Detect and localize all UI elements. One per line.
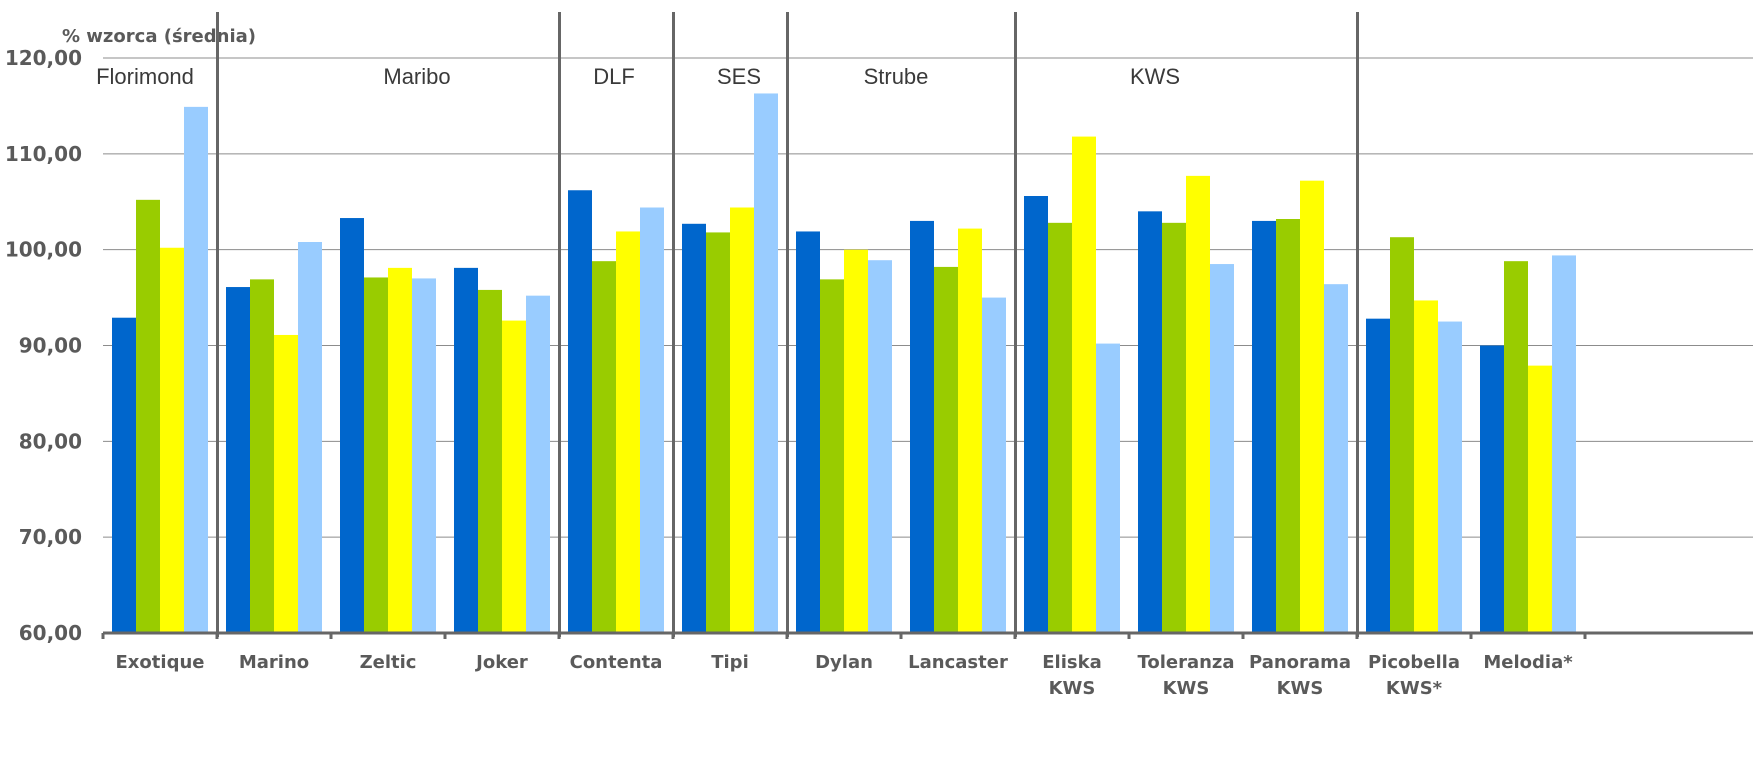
x-tick-label: Contenta (570, 652, 663, 673)
bar (1024, 196, 1048, 633)
group-label: SES (717, 64, 761, 89)
bar (754, 93, 778, 634)
y-tick-label: 60,00 (19, 621, 82, 645)
group-label: DLF (593, 64, 635, 89)
bar (412, 278, 436, 633)
x-tick-label: Joker (474, 652, 528, 673)
group-label: Florimond (96, 64, 194, 89)
y-tick-label: 80,00 (19, 429, 82, 453)
bar (958, 228, 982, 634)
bar (982, 297, 1006, 633)
bar (184, 106, 208, 633)
bar (706, 232, 730, 633)
x-tick-label: Tipi (711, 652, 749, 673)
bar (388, 267, 412, 633)
bar (616, 231, 640, 634)
bar (730, 207, 754, 633)
y-tick-label: 70,00 (19, 525, 82, 549)
bar (1276, 219, 1300, 633)
x-tick-label: Exotique (116, 652, 205, 673)
group-separators (216, 12, 1359, 637)
bar (1300, 180, 1324, 633)
bar (226, 287, 250, 633)
group-label: KWS (1130, 64, 1180, 89)
bar (1366, 318, 1390, 633)
bar (796, 231, 820, 634)
x-tick-label: Zeltic (360, 652, 417, 673)
x-tick-labels: Exotique Marino Zeltic Joker Contenta Tipi Dyl… (116, 652, 1574, 699)
bar (1324, 284, 1348, 633)
bar (868, 260, 892, 633)
group-label: Strube (864, 64, 929, 89)
x-tick-label: KWS* (1386, 678, 1443, 699)
bar (1552, 255, 1576, 633)
bar (1438, 321, 1462, 633)
y-tick-label: 90,00 (19, 334, 82, 358)
bar (640, 207, 664, 633)
bar (340, 218, 364, 633)
x-tick-label: KWS (1277, 678, 1324, 699)
bars (112, 93, 1576, 634)
group-label: Maribo (383, 64, 450, 89)
x-tick-label: Marino (239, 652, 309, 673)
x-tick-label: KWS (1163, 678, 1210, 699)
y-tick-label: 100,00 (5, 238, 82, 262)
bar (1390, 237, 1414, 634)
y-tick-label: 110,00 (5, 142, 82, 166)
bar (526, 295, 550, 633)
bar (934, 266, 958, 633)
bar (1186, 175, 1210, 633)
bar (1072, 136, 1096, 634)
bar (112, 317, 136, 633)
bar (820, 279, 844, 633)
bar (1138, 211, 1162, 634)
y-tick-label: 120,00 (5, 46, 82, 70)
bar (454, 267, 478, 633)
bar (1210, 264, 1234, 633)
x-tick-label: Melodia* (1483, 652, 1573, 673)
bar (274, 334, 298, 633)
bar (160, 247, 184, 633)
bar (1162, 222, 1186, 634)
x-tick-label: KWS (1049, 678, 1096, 699)
bar (1504, 261, 1528, 633)
x-tick-label: Dylan (815, 652, 873, 673)
bar (1252, 220, 1276, 633)
x-tick-label: Toleranza (1137, 652, 1234, 673)
bar (298, 242, 322, 633)
bar (502, 320, 526, 633)
bar (250, 279, 274, 633)
x-tick-label: Eliska (1042, 652, 1101, 673)
bar (910, 220, 934, 633)
bar (1528, 365, 1552, 633)
x-tick-label: Panorama (1249, 652, 1351, 673)
x-axis (101, 631, 1753, 639)
x-tick-label: Picobella (1368, 652, 1460, 673)
bar (1480, 345, 1504, 633)
bar (1414, 300, 1438, 633)
y-tick-labels: 60,00 70,00 80,00 90,00 100,00 110,00 120,00 (5, 46, 82, 645)
bar (136, 199, 160, 634)
y-axis-title: % wzorca (średnia) (62, 26, 256, 47)
bar (364, 277, 388, 633)
bar (1048, 222, 1072, 634)
x-tick-label: Lancaster (908, 652, 1008, 673)
bar (1096, 343, 1120, 633)
bar (682, 223, 706, 633)
bar (844, 249, 868, 633)
bar (568, 190, 592, 633)
bar (478, 289, 502, 633)
bar (592, 261, 616, 633)
group-labels: Florimond Maribo DLF SES Strube KWS (96, 64, 1180, 89)
